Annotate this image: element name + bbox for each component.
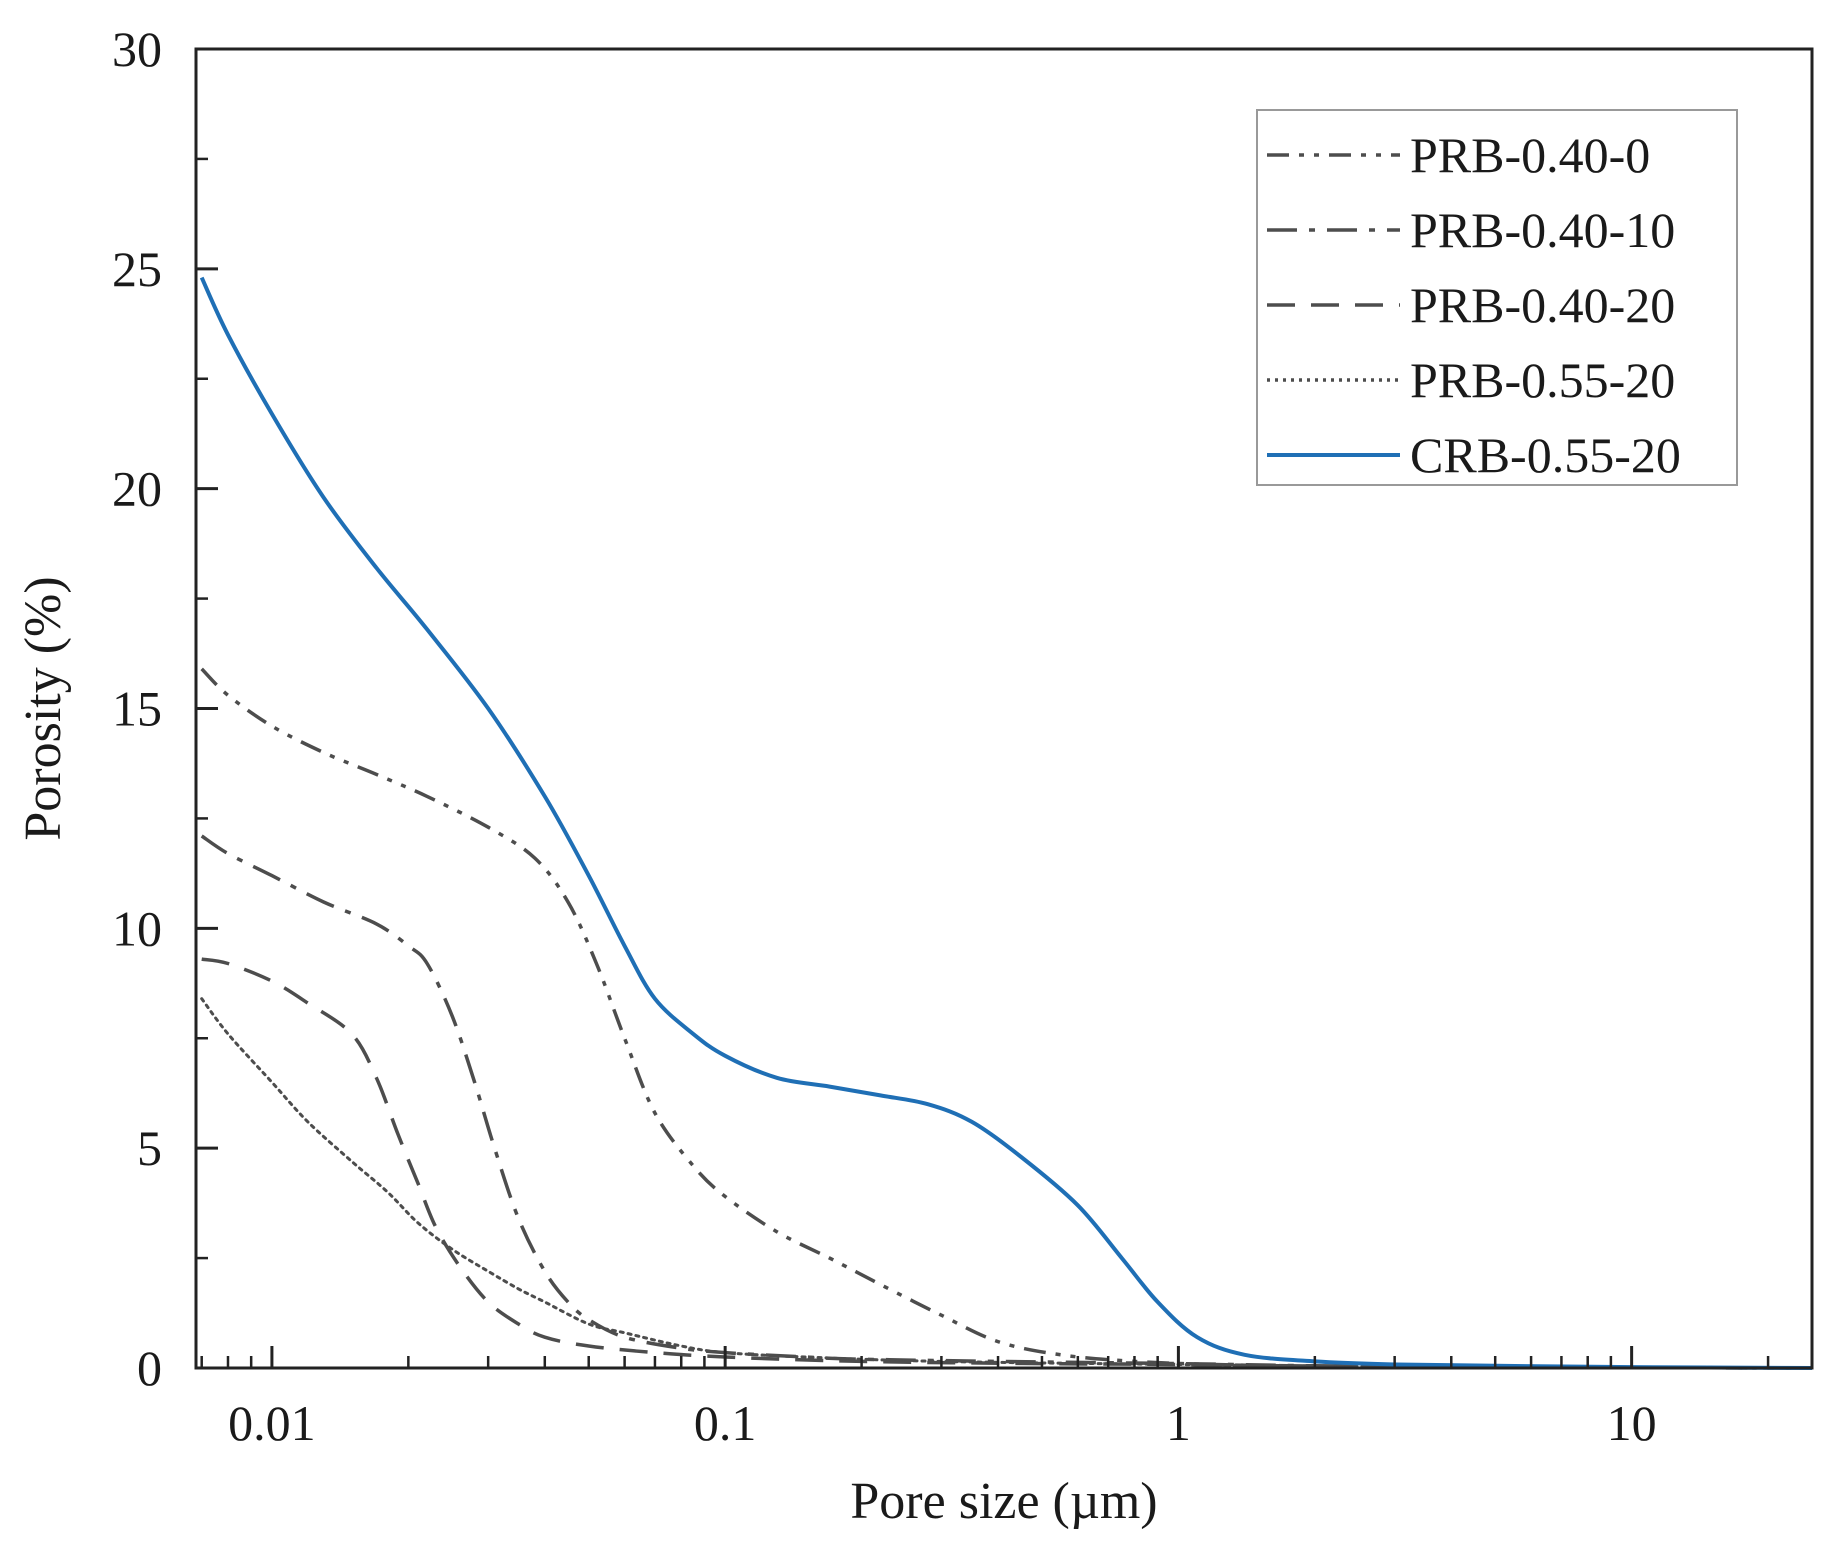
- legend-label: PRB-0.40-20: [1410, 277, 1675, 333]
- y-tick-label: 5: [137, 1120, 162, 1176]
- x-tick-label: 0.1: [694, 1395, 757, 1451]
- series-line-prb-0.55-20: [200, 997, 1814, 1370]
- legend-label: PRB-0.55-20: [1410, 352, 1675, 408]
- series-line-prb-0.40-20: [201, 957, 1813, 1370]
- y-tick-label: 15: [112, 681, 162, 737]
- series-layer: [199, 276, 1814, 1370]
- x-tick-label: 1: [1166, 1395, 1191, 1451]
- y-tick-label: 20: [112, 461, 162, 517]
- y-tick-label: 0: [137, 1340, 162, 1396]
- y-tick-label: 30: [112, 21, 162, 77]
- y-tick-label: 25: [112, 241, 162, 297]
- series-line-crb-0.55-20: [199, 276, 1813, 1370]
- x-tick-label: 0.01: [228, 1395, 316, 1451]
- y-axis-title: Porosity (%): [15, 576, 72, 840]
- y-tick-label: 10: [112, 900, 162, 956]
- x-tick-label: 10: [1607, 1395, 1657, 1451]
- x-axis-title: Pore size (µm): [850, 1473, 1157, 1530]
- legend-label: CRB-0.55-20: [1410, 427, 1681, 483]
- legend-label: PRB-0.40-10: [1410, 202, 1675, 258]
- legend: PRB-0.40-0 PRB-0.40-10 PRB-0.40-20 PRB-0.55…: [1256, 109, 1738, 486]
- legend-label: PRB-0.40-0: [1410, 127, 1650, 183]
- legend-box: [1256, 109, 1738, 486]
- tick-layer: 0.01 0.1 1 10 0 5 10 15 20 25 30: [112, 21, 1770, 1451]
